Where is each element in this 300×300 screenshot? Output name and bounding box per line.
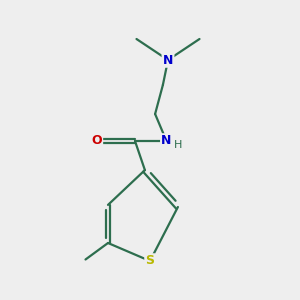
Text: O: O bbox=[91, 134, 102, 148]
Text: S: S bbox=[146, 254, 154, 268]
Text: N: N bbox=[163, 53, 173, 67]
Text: N: N bbox=[161, 134, 172, 148]
Text: H: H bbox=[174, 140, 182, 150]
